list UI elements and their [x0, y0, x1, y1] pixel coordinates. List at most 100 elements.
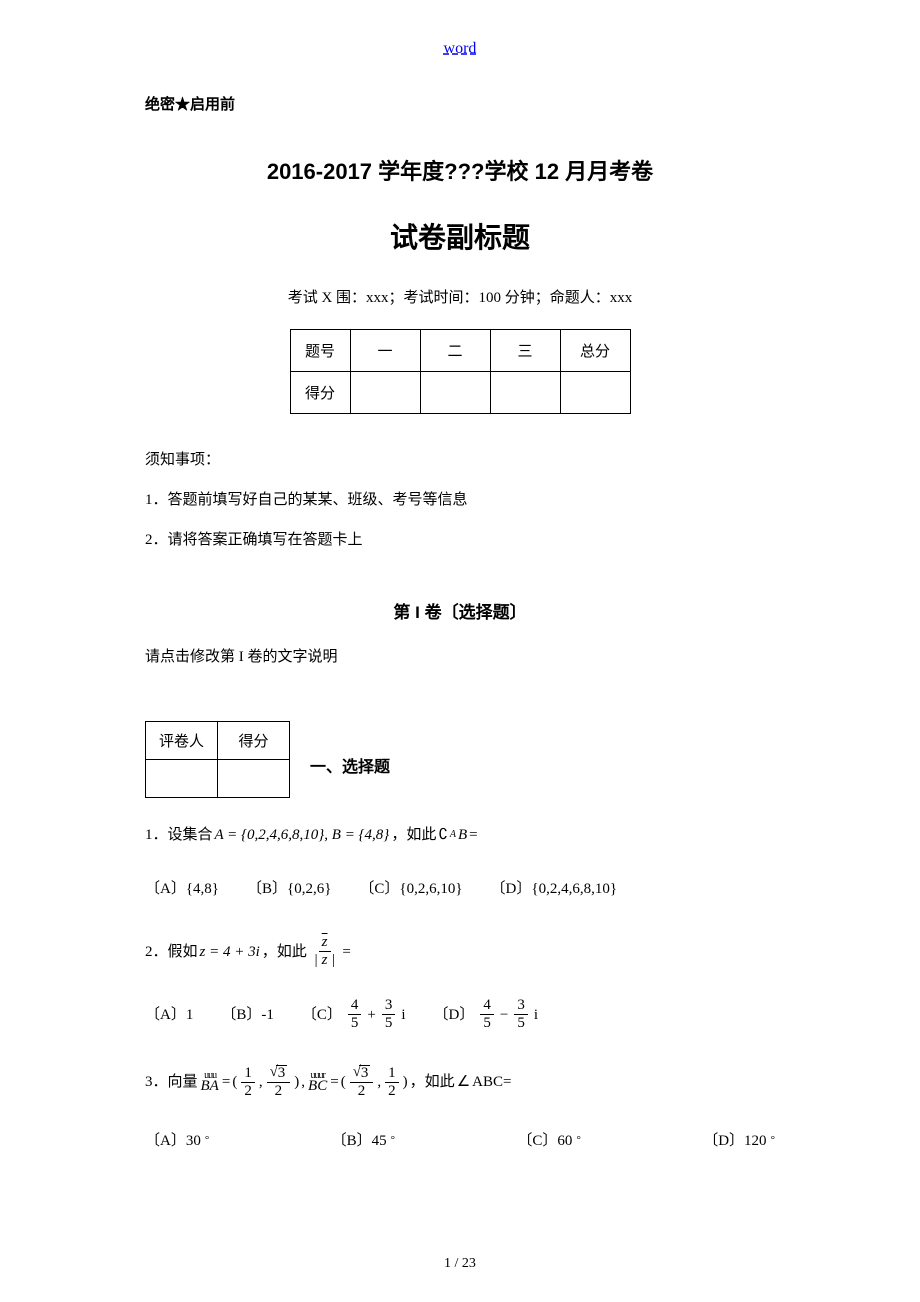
- section-note: 请点击修改第 I 卷的文字说明: [145, 645, 775, 666]
- part-label: 一、选择题: [310, 753, 390, 777]
- minus: −: [500, 1003, 508, 1027]
- option-a: 〔A〕1: [145, 1003, 193, 1027]
- abc: ABC=: [472, 1070, 511, 1094]
- option-d: 〔D〕 45 − 35 i: [434, 998, 538, 1031]
- option-c: 〔C〕{0,2,6,10}: [359, 877, 462, 901]
- comma: ,: [259, 1070, 263, 1094]
- z-bar: z: [322, 934, 328, 950]
- fraction: 35: [514, 998, 528, 1031]
- instruction-line: 1．答题前填写好自己的某某、班级、考号等信息: [145, 482, 775, 518]
- instructions-block: 须知事项： 1．答题前填写好自己的某某、班级、考号等信息 2．请将答案正确填写在…: [145, 442, 775, 558]
- cell-label: 得分: [290, 372, 350, 414]
- instruction-line: 2．请将答案正确填写在答题卡上: [145, 522, 775, 558]
- fraction: z | z |: [311, 935, 339, 968]
- opt-label: 〔C〕: [302, 1003, 342, 1027]
- set-b: B: [458, 823, 467, 847]
- option-a: 〔A〕30°: [145, 1129, 209, 1153]
- cell: 三: [490, 330, 560, 372]
- table-row: [146, 760, 290, 798]
- equals: =: [222, 1070, 230, 1094]
- option-d: 〔D〕120°: [703, 1129, 775, 1153]
- fraction: 45: [480, 998, 494, 1031]
- option-a: 〔A〕{4,8}: [145, 877, 219, 901]
- cell-empty: [350, 372, 420, 414]
- exam-meta: 考试 X 围：xxx；考试时间：100 分钟；命题人：xxx: [145, 286, 775, 307]
- cell: 一: [350, 330, 420, 372]
- cell: 二: [420, 330, 490, 372]
- text: ，如此: [410, 1070, 455, 1094]
- fraction: 35: [382, 998, 396, 1031]
- fraction: 32: [267, 1065, 291, 1099]
- math-set: A = {0,2,4,6,8,10}, B = {4,8}: [215, 823, 390, 847]
- options-row: 〔A〕{4,8} 〔B〕{0,2,6} 〔C〕{0,2,6,10} 〔D〕{0,…: [145, 877, 775, 901]
- text: 1．设集合: [145, 823, 213, 847]
- equals: =: [330, 1070, 338, 1094]
- options-row: 〔A〕1 〔B〕-1 〔C〕 45 + 35 i 〔D〕 45 − 35 i: [145, 998, 775, 1031]
- cell-empty: [146, 760, 218, 798]
- denominator: | z |: [311, 952, 339, 968]
- table-row: 题号 一 二 三 总分: [290, 330, 630, 372]
- cell-empty: [420, 372, 490, 414]
- i: i: [534, 1003, 538, 1027]
- cell-empty: [218, 760, 290, 798]
- table-row: 得分: [290, 372, 630, 414]
- i: i: [401, 1003, 405, 1027]
- plus: +: [367, 1003, 375, 1027]
- mid: ,: [301, 1070, 305, 1094]
- grader-col1: 评卷人: [146, 722, 218, 760]
- question-stem: 3．向量 uuuBA = ( 12 , 32 ) , uuurBC = ( 3…: [145, 1065, 775, 1099]
- sqrt-icon: 3: [353, 1065, 371, 1081]
- cell-label: 题号: [290, 330, 350, 372]
- confidential-mark: 绝密★启用前: [145, 93, 775, 114]
- comma: ,: [377, 1070, 381, 1094]
- table-row: 评卷人 得分: [146, 722, 290, 760]
- angle-icon: ∠: [457, 1070, 470, 1094]
- cell-empty: [490, 372, 560, 414]
- grader-row: 评卷人 得分 一、选择题: [145, 721, 775, 798]
- option-b: 〔B〕-1: [221, 1003, 274, 1027]
- option-c: 〔C〕60°: [517, 1129, 580, 1153]
- option-d: 〔D〕{0,2,4,6,8,10}: [491, 877, 617, 901]
- option-b: 〔B〕{0,2,6}: [247, 877, 331, 901]
- subscript: A: [450, 827, 456, 843]
- section-heading: 第 I 卷〔选择题〕: [145, 598, 775, 623]
- complement-symbol: ∁: [438, 823, 448, 847]
- opt-label: 〔D〕: [434, 1003, 475, 1027]
- lparen: (: [341, 1070, 346, 1094]
- equals: =: [469, 823, 477, 847]
- question-stem: 1．设集合 A = {0,2,4,6,8,10}, B = {4,8} ，如此 …: [145, 823, 775, 847]
- text: ，如此: [262, 940, 307, 964]
- page-number: 1 / 23: [0, 1256, 920, 1272]
- grader-col2: 得分: [218, 722, 290, 760]
- sqrt-icon: 3: [270, 1065, 288, 1081]
- main-title: 2016-2017 学年度???学校 12 月月考卷: [145, 154, 775, 186]
- grader-table: 评卷人 得分: [145, 721, 290, 798]
- cell: 总分: [560, 330, 630, 372]
- question-1: 1．设集合 A = {0,2,4,6,8,10}, B = {4,8} ，如此 …: [145, 823, 775, 901]
- question-stem: 2．假如 z = 4 + 3i ，如此 z | z | =: [145, 935, 775, 968]
- fraction: 32: [350, 1065, 374, 1099]
- question-3: 3．向量 uuuBA = ( 12 , 32 ) , uuurBC = ( 3…: [145, 1065, 775, 1153]
- text: 3．向量: [145, 1070, 198, 1094]
- question-2: 2．假如 z = 4 + 3i ，如此 z | z | = 〔A〕1 〔B〕-1…: [145, 935, 775, 1031]
- fraction: 12: [385, 1066, 399, 1099]
- lparen: (: [232, 1070, 237, 1094]
- equals: =: [342, 940, 350, 964]
- fraction: 45: [348, 998, 362, 1031]
- text: ，如此: [391, 823, 436, 847]
- options-row: 〔A〕30° 〔B〕45° 〔C〕60° 〔D〕120°: [145, 1129, 775, 1153]
- text: 2．假如: [145, 940, 198, 964]
- option-b: 〔B〕45°: [332, 1129, 395, 1153]
- subtitle: 试卷副标题: [145, 216, 775, 256]
- score-table: 题号 一 二 三 总分 得分: [290, 329, 631, 414]
- rparen: ): [294, 1070, 299, 1094]
- instructions-heading: 须知事项：: [145, 442, 775, 478]
- fraction: 12: [241, 1066, 255, 1099]
- rparen: ): [403, 1070, 408, 1094]
- vector-bc: uuurBC: [308, 1072, 327, 1092]
- option-c: 〔C〕 45 + 35 i: [302, 998, 406, 1031]
- cell-empty: [560, 372, 630, 414]
- vector-ba: uuuBA: [201, 1072, 219, 1092]
- word-link[interactable]: word: [145, 40, 775, 58]
- math-expr: z = 4 + 3i: [200, 940, 260, 964]
